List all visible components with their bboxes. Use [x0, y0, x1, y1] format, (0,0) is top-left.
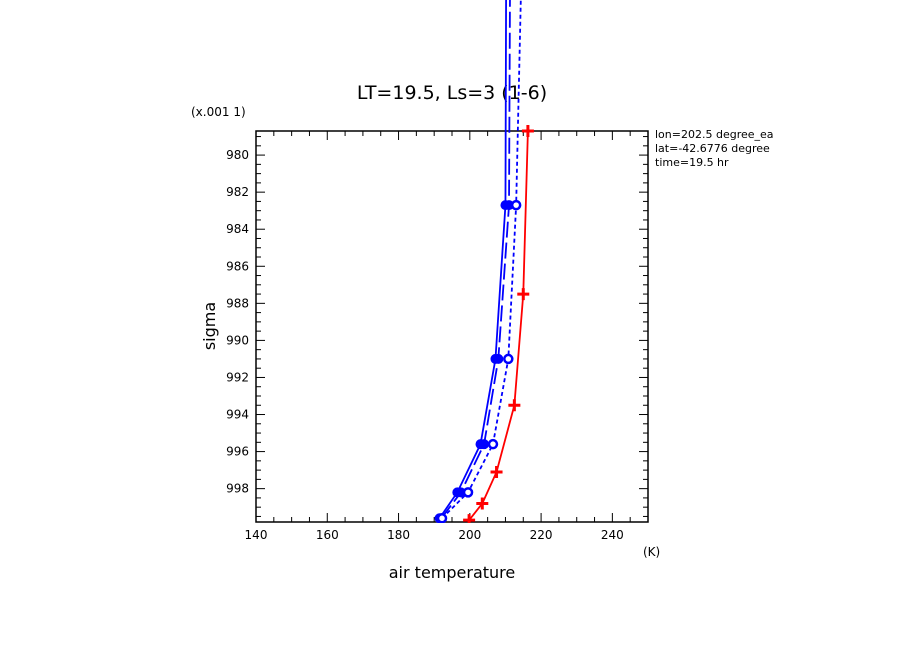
- x-tick-label: 160: [316, 528, 339, 542]
- annotation-time: time=19.5 hr: [655, 156, 729, 169]
- x-units-label: (K): [643, 545, 660, 559]
- series-line: [440, 0, 511, 519]
- y-tick-label: 990: [226, 333, 249, 347]
- series-2: [434, 0, 511, 523]
- data-point: [508, 399, 521, 412]
- x-tick-label: 180: [387, 528, 410, 542]
- y-tick-label: 988: [226, 296, 249, 310]
- data-point: [493, 353, 504, 364]
- y-tick-label: 998: [226, 482, 249, 496]
- data-point: [463, 514, 476, 523]
- annotation-block: lon=202.5 degree_ea lat=-42.6776 degree …: [655, 128, 774, 169]
- data-point: [436, 513, 448, 523]
- data-point: [517, 288, 530, 301]
- y-tick-label: 980: [226, 148, 249, 162]
- y-tick-label: 982: [226, 185, 249, 199]
- data-point: [476, 497, 489, 510]
- data-point: [479, 439, 490, 450]
- axes: 140 160 180 200 220 240 980 982 984 986 988 990 992 9…: [226, 130, 649, 542]
- y-tick-label: 986: [226, 259, 249, 273]
- data-point: [510, 199, 522, 211]
- series-4: [436, 0, 522, 523]
- chart-title: LT=19.5, Ls=3 (1-6): [357, 82, 547, 104]
- x-tick-label: 220: [530, 528, 553, 542]
- y-tick-label: 984: [226, 222, 249, 236]
- series-line: [438, 0, 507, 519]
- plot-frame: [255, 130, 649, 523]
- annotation-lat: lat=-42.6776 degree: [655, 142, 770, 155]
- data-point: [490, 465, 503, 478]
- data-point: [487, 438, 499, 450]
- x-tick-label: 200: [458, 528, 481, 542]
- x-tick-label: 140: [245, 528, 268, 542]
- series-line: [468, 130, 529, 521]
- x-tick-label: 240: [601, 528, 624, 542]
- series-layer: [434, 0, 534, 523]
- data-point: [462, 487, 474, 498]
- data-point: [521, 125, 534, 137]
- y-scale-label: (x.001 1): [191, 105, 246, 119]
- x-axis-label: air temperature: [389, 563, 515, 582]
- y-tick-label: 992: [226, 370, 249, 384]
- data-point: [503, 353, 514, 365]
- y-axis-label: sigma: [200, 302, 219, 350]
- y-tick-label: 996: [226, 445, 249, 459]
- annotation-lon: lon=202.5 degree_ea: [655, 128, 774, 141]
- series-line: [441, 0, 522, 519]
- series-1: [463, 125, 534, 523]
- y-tick-label: 994: [226, 408, 249, 422]
